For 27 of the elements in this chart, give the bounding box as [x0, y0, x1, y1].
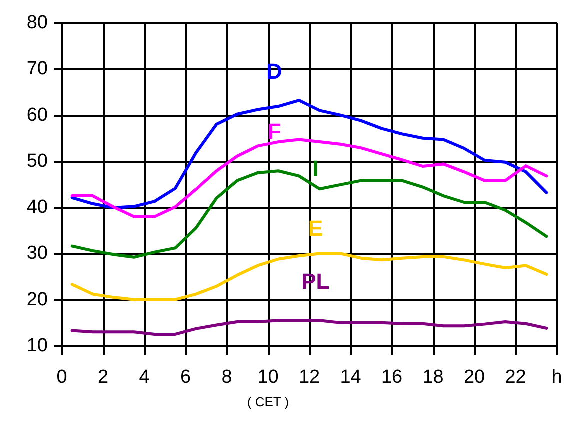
- line-series: [70, 319, 548, 336]
- x-tick-label: 0: [56, 367, 68, 388]
- x-tick-label: 18: [422, 367, 444, 388]
- line-series: [70, 138, 548, 218]
- y-tick-label: 10: [26, 336, 48, 356]
- x-tick-label: 16: [381, 367, 403, 388]
- x-tick-label: 22: [505, 367, 526, 388]
- x-tick-label: 10: [258, 367, 279, 388]
- x-tick-label: 6: [180, 367, 192, 388]
- x-tick-label: 2: [98, 367, 109, 388]
- line-series: [70, 252, 548, 302]
- y-tick-label: 60: [26, 104, 48, 126]
- x-tick-label: 14: [340, 367, 362, 388]
- x-tick-label: 20: [464, 367, 486, 388]
- y-tick-label: 70: [26, 58, 48, 80]
- x-axis-title: ( CET ): [247, 394, 290, 410]
- x-tick-label: 12: [298, 367, 320, 388]
- y-tick-label: 30: [26, 243, 48, 264]
- x-tick-label: 8: [222, 367, 232, 388]
- x-tick-label: h: [552, 367, 562, 388]
- x-tick-label: 4: [139, 367, 150, 388]
- y-tick-label: 40: [26, 197, 48, 218]
- y-tick-label: 50: [26, 150, 48, 172]
- line-series: [70, 99, 548, 210]
- series-label: I: [312, 156, 319, 181]
- y-tick-label: 80: [26, 12, 48, 34]
- y-tick-label: 20: [26, 289, 48, 310]
